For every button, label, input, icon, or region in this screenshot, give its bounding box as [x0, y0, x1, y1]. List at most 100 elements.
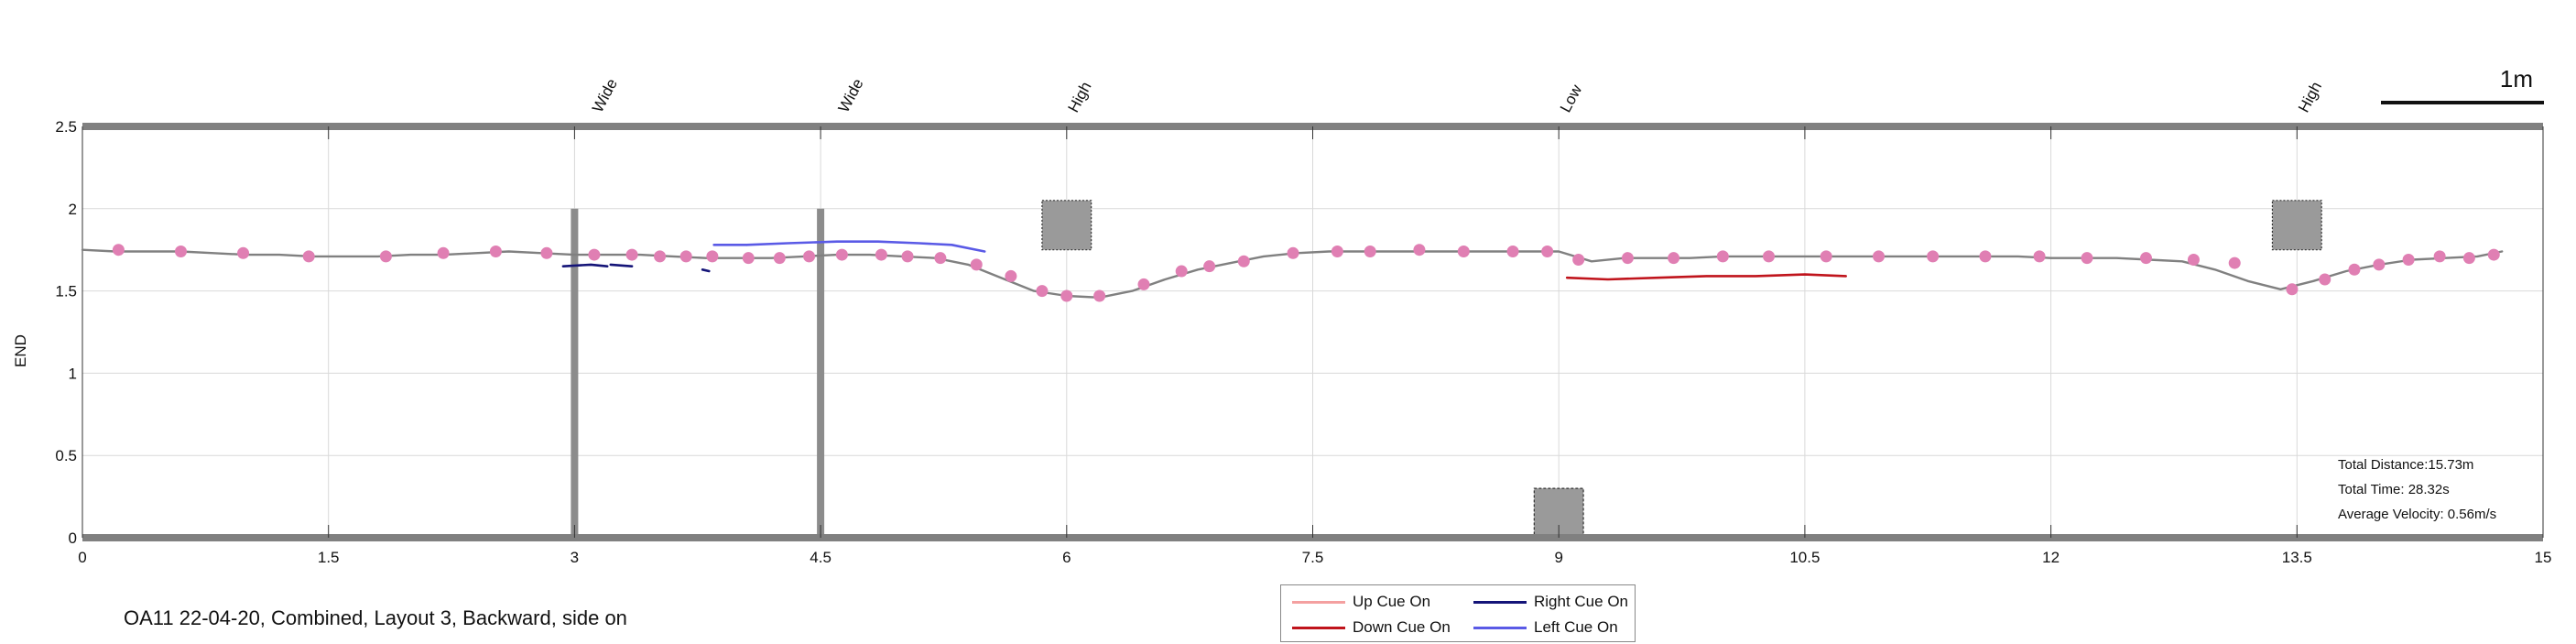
x-tick-label: 15	[2535, 549, 2552, 566]
trajectory-point	[835, 248, 848, 261]
trajectory-point	[2487, 248, 2500, 261]
trajectory-point	[803, 250, 816, 263]
trajectory-point	[1927, 250, 1940, 263]
trajectory-point	[1873, 250, 1886, 263]
trajectory-point	[2033, 250, 2046, 263]
trajectory-point	[1005, 269, 1017, 282]
trajectory-point	[237, 246, 250, 259]
trajectory-point	[1621, 252, 1634, 265]
legend-item-up-cue: Up Cue On	[1292, 589, 1430, 615]
trajectory-point	[2139, 252, 2152, 265]
obstacle-label: Wide	[835, 76, 867, 115]
trajectory-point	[1237, 255, 1250, 267]
trajectory-point	[1364, 245, 1376, 257]
plot-frame	[82, 123, 2544, 541]
legend-item-left-cue: Left Cue On	[1473, 615, 1618, 640]
trajectory-point	[1036, 285, 1049, 298]
trajectory-point	[1506, 245, 1519, 257]
x-tick-label: 4.5	[810, 549, 831, 566]
legend: Up Cue On Right Cue On Down Cue On Left …	[1280, 584, 1636, 642]
stat-average-velocity: Average Velocity: 0.56m/s	[2338, 507, 2496, 522]
stat-total-distance: Total Distance:15.73m	[2338, 457, 2473, 473]
trajectory-point	[1716, 250, 1729, 263]
legend-label: Right Cue On	[1534, 593, 1628, 610]
series-line-right-cue-on	[561, 263, 609, 268]
legend-swatch	[1292, 600, 1345, 604]
legend-item-right-cue: Right Cue On	[1473, 589, 1628, 615]
trajectory-point	[654, 250, 667, 263]
trajectory-point	[1203, 260, 1216, 273]
x-tick-label: 1.5	[318, 549, 340, 566]
trajectory-point	[1287, 246, 1299, 259]
series-line-left-cue-on	[745, 240, 986, 253]
stat-total-time: Total Time: 28.32s	[2338, 482, 2450, 497]
trajectory-point	[1541, 245, 1554, 257]
trajectory-point	[1457, 245, 1470, 257]
figure-caption: OA11 22-04-20, Combined, Layout 3, Backw…	[124, 606, 627, 629]
trajectory-point	[1668, 252, 1680, 265]
trajectory-point	[2187, 253, 2200, 266]
legend-swatch	[1473, 600, 1527, 604]
obstacle-wide	[817, 208, 825, 539]
trajectory-point	[112, 244, 125, 257]
obstacle-wide	[571, 208, 579, 539]
trajectory-point	[302, 250, 315, 263]
obstacle-high	[1041, 200, 1092, 251]
y-tick-label: 2.5	[55, 118, 77, 136]
trajectory-point	[901, 250, 914, 263]
x-tick-label: 9	[1554, 549, 1562, 566]
trajectory-point	[1060, 289, 1073, 302]
trajectory-point	[625, 248, 638, 261]
legend-label: Up Cue On	[1353, 593, 1431, 610]
trajectory-point	[1820, 250, 1832, 263]
trajectory-point	[2348, 263, 2361, 276]
x-tick-label: 13.5	[2282, 549, 2312, 566]
x-tick-label: 3	[571, 549, 579, 566]
legend-label: Left Cue On	[1534, 618, 1618, 636]
trajectory-point	[2228, 257, 2241, 269]
trajectory-point	[970, 258, 983, 271]
trajectory-point	[1331, 245, 1343, 257]
obstacle-label: High	[1064, 79, 1094, 115]
grid	[82, 126, 2544, 539]
x-tick-label: 6	[1062, 549, 1071, 566]
series-line-down-cue-on	[1565, 273, 1847, 281]
trajectory-point	[174, 245, 187, 257]
trajectory-point	[1572, 253, 1585, 266]
trajectory-point	[934, 252, 947, 265]
obstacle-label: Wide	[589, 76, 621, 115]
scale-bar: 1m	[2381, 65, 2544, 104]
series-line-right-cue-on	[701, 267, 711, 273]
legend-label: Down Cue On	[1353, 618, 1451, 636]
trajectory-point	[875, 248, 887, 261]
series-line-right-cue-on	[609, 263, 634, 268]
x-tick-label: 0	[78, 549, 86, 566]
trajectory-point	[742, 252, 755, 265]
trajectory-point	[2373, 258, 2386, 271]
legend-swatch	[1473, 626, 1527, 629]
legend-item-down-cue: Down Cue On	[1292, 615, 1451, 640]
trajectory-point	[1979, 250, 1992, 263]
trajectory-point	[489, 245, 502, 257]
trajectory-point	[437, 246, 450, 259]
trajectory-point	[2286, 283, 2299, 296]
obstacle-label: Low	[1557, 82, 1586, 115]
trajectory-point	[2462, 252, 2475, 265]
obstacle-high	[2271, 200, 2322, 251]
scale-bar-label: 1m	[2500, 65, 2533, 93]
trajectory-point	[1093, 289, 1106, 302]
trajectory-point	[2319, 273, 2331, 286]
y-tick-label: 0.5	[55, 447, 77, 464]
x-tick-label: 10.5	[1789, 549, 1820, 566]
trajectory-point	[2402, 253, 2415, 266]
stats-box: Total Distance:15.73m Total Time: 28.32s…	[2338, 457, 2496, 522]
trajectory-point	[588, 248, 601, 261]
trajectory-point	[773, 252, 786, 265]
trajectory-point	[679, 250, 692, 263]
trajectory-point	[1175, 265, 1188, 278]
trajectory-point	[706, 250, 719, 263]
y-tick-label: 1	[69, 365, 77, 382]
trajectory-point	[1413, 244, 1426, 257]
trajectory-point	[2081, 252, 2093, 265]
